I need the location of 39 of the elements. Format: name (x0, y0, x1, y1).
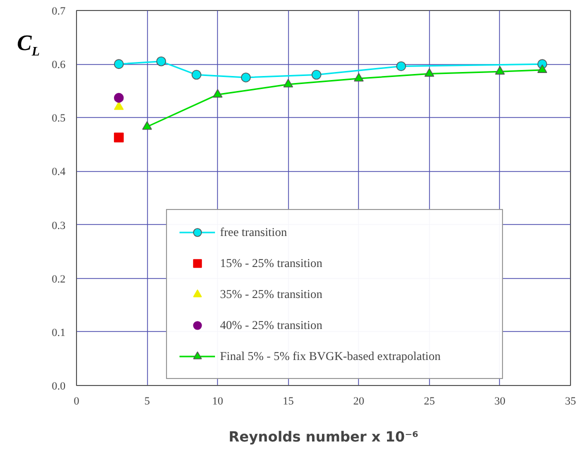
x-tick-label: 30 (494, 396, 506, 408)
x-tick-label: 10 (212, 396, 224, 408)
point (114, 101, 124, 110)
x-tick-label: 25 (424, 396, 436, 408)
legend-label: 35% - 25% transition (220, 286, 324, 302)
point (240, 72, 251, 82)
x-tick-label: 15 (282, 396, 294, 408)
y-tick-label: 0.2 (52, 273, 66, 286)
y-tick-label: 0.7 (52, 6, 66, 18)
legend-label: 15% - 25% transition (220, 256, 324, 270)
point (192, 70, 202, 80)
y-tick-label: 0.0 (52, 380, 66, 392)
y-tick-label: 0.6 (52, 59, 66, 72)
x-tick-label: 0 (74, 396, 80, 408)
legend-label: Final 5% - 5% fix BVGK-based extrapolation (220, 348, 442, 364)
y-tick-label: 0.4 (52, 166, 66, 178)
y-tick-label: 0.3 (52, 220, 66, 232)
x-axis-title: Reynolds number x 10⁻⁶ (228, 430, 418, 446)
point (114, 132, 124, 142)
point (354, 72, 364, 82)
point (156, 56, 166, 66)
point (114, 59, 124, 69)
point (396, 61, 406, 72)
x-tick-label: 5 (144, 396, 150, 408)
point (212, 89, 223, 98)
x-tick-label: 20 (353, 396, 365, 408)
point (424, 68, 434, 77)
y-tick-label: 0.1 (52, 326, 66, 339)
point (537, 64, 548, 73)
legend-label: 40% - 25% transition (220, 318, 324, 332)
point (283, 78, 294, 88)
point (142, 121, 152, 130)
y-axis-title: C$_{L}$ (17, 29, 40, 60)
point (495, 66, 505, 75)
x-tick-label: 35 (565, 396, 576, 408)
point (312, 70, 322, 80)
legend-label: free transition (220, 224, 288, 240)
point (114, 92, 124, 103)
y-tick-label: 0.5 (52, 112, 66, 125)
